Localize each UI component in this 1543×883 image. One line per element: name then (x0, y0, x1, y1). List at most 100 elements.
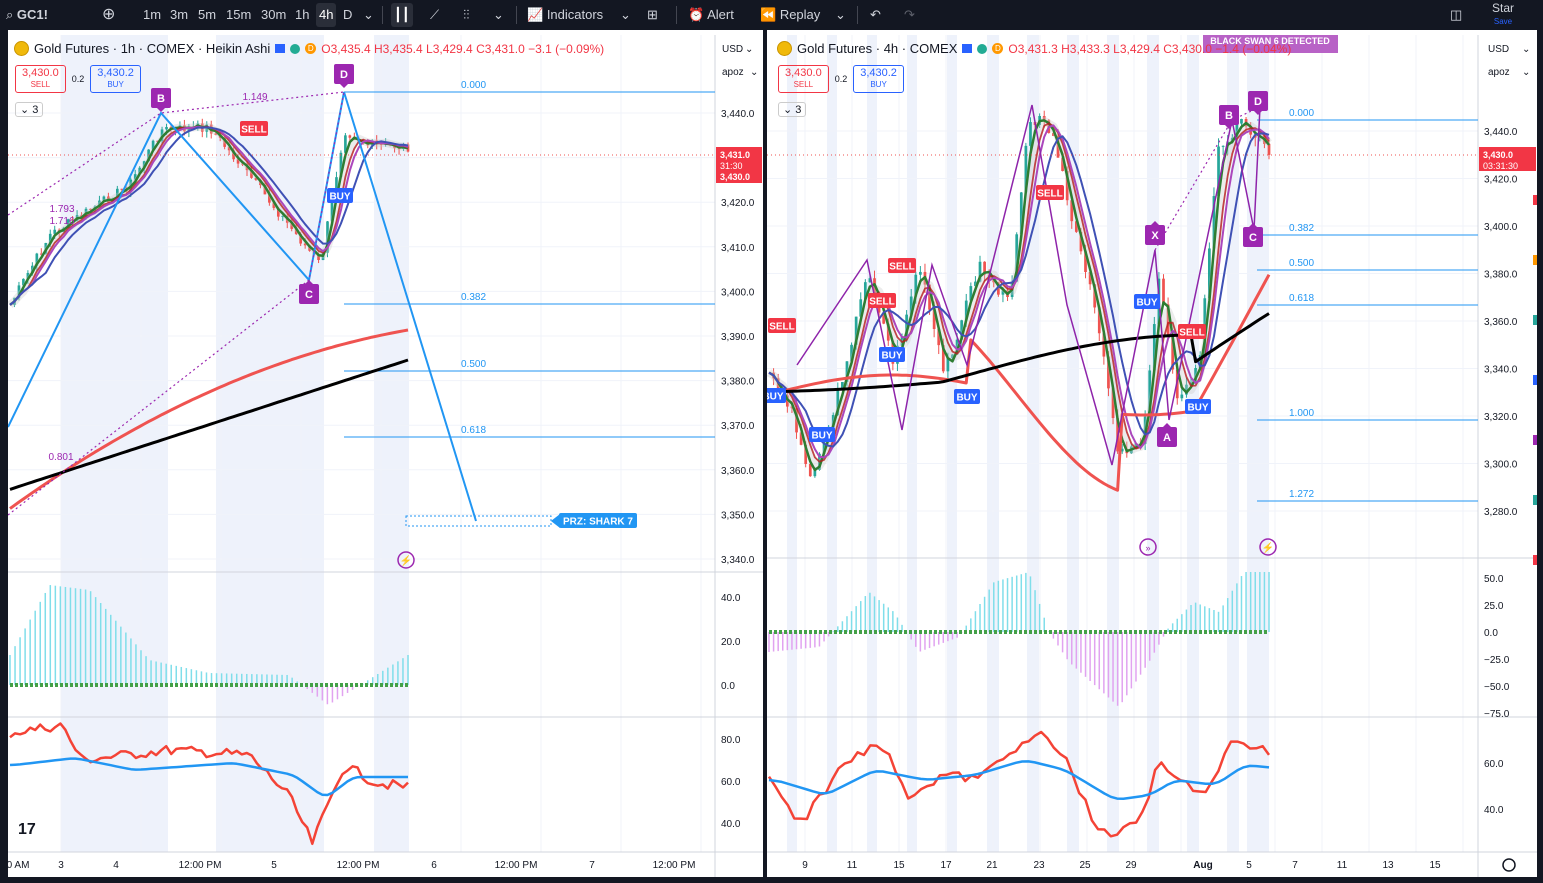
chevron-down-icon[interactable]: ⌄ (1522, 67, 1531, 78)
candle-body (120, 188, 124, 190)
interval-1m[interactable]: 1m (143, 7, 162, 22)
candle-body (335, 177, 338, 198)
chevron-down-icon[interactable]: ⌄ (835, 7, 846, 22)
flag-icon[interactable] (275, 44, 286, 53)
chevron-down-icon[interactable]: ⌄ (363, 7, 374, 22)
chevron-down-icon[interactable]: ⌄ (745, 44, 754, 55)
ohlc-low: L3,429.4 (426, 41, 473, 56)
signal-buy-label: BUY (956, 393, 977, 404)
pattern-point-x-bg (1145, 225, 1165, 245)
candle-body (974, 281, 977, 287)
buy-button[interactable]: 3,430.2 BUY (90, 65, 141, 93)
chart-canvas-left[interactable]: 3,440.0 3,430.0 3,420.0 3,410.0 3,400.0 3,390… (8, 35, 763, 877)
sell-button[interactable]: 3,430.0 SELL (15, 65, 66, 93)
tradingview-logo[interactable]: 17 (18, 821, 36, 838)
scale-unit-select[interactable]: apoz (1488, 67, 1510, 78)
interval-d[interactable]: D (343, 7, 353, 22)
time-tick-label: 15 (1429, 860, 1441, 871)
buy-price: 3,430.2 (860, 67, 897, 79)
bar-style-icon[interactable]: ⫶⫶ (463, 7, 470, 22)
symbol-search[interactable]: ⌕ GC1! (6, 0, 48, 30)
rsi-tick-label: 40.0 (721, 819, 741, 830)
chart-canvas-right[interactable]: 3,440.0 3,420.0 3,400.0 3,380.0 3,360.0 3,340… (767, 35, 1537, 877)
undo-icon[interactable]: ↶ (870, 7, 881, 22)
save-button[interactable]: Star Save (1492, 2, 1514, 32)
ma-ribbon-shadow (767, 116, 1272, 470)
session-band (216, 35, 324, 852)
symbol-label: GC1! (16, 7, 48, 22)
indicators-button[interactable]: 📈 Indicators (527, 0, 603, 30)
interval-15m[interactable]: 15m (226, 7, 252, 22)
candle-body (232, 150, 235, 160)
pane-divider[interactable] (763, 30, 767, 883)
currency-select[interactable]: USD (1488, 44, 1510, 55)
rsi-blue-line (768, 760, 1270, 801)
chart-pane-right[interactable]: 3,440.0 3,420.0 3,400.0 3,380.0 3,360.0 3,340… (767, 35, 1537, 877)
chevron-down-icon[interactable]: ⌄ (750, 67, 759, 78)
alert-button[interactable]: ⏰ Alert (688, 0, 734, 30)
redo-icon[interactable]: ↷ (904, 7, 915, 22)
countdown-label: 03:31:30 (1483, 161, 1518, 171)
chevron-down-icon[interactable]: ⌄ (620, 7, 631, 22)
flag-icon[interactable] (962, 44, 973, 53)
candle-body (831, 414, 835, 427)
osc-tick-label: 0.0 (1484, 628, 1498, 639)
indicators-collapse-button[interactable]: ⌄ 3 (15, 102, 44, 117)
price-tick-label: 3,360.0 (721, 466, 755, 477)
chart-title[interactable]: Gold Futures · 4h · COMEX (797, 41, 958, 56)
osc-tick-label: −75.0 (1484, 709, 1510, 720)
line-chart-icon[interactable]: ⟋ (430, 7, 440, 22)
signal-sell-label-bg (888, 258, 916, 273)
interval-4h[interactable]: 4h (316, 3, 337, 27)
chevron-down-icon[interactable]: ⌄ (493, 7, 504, 22)
currency-select[interactable]: USD (722, 44, 744, 55)
candle-body (996, 282, 1000, 295)
bottom-frame (0, 877, 1543, 883)
candle-body (808, 463, 812, 477)
candle-body (89, 208, 92, 211)
signal-sell-label-bg (240, 121, 268, 136)
time-tick-label: 6 (431, 860, 437, 871)
candle-body (946, 358, 950, 372)
signal-sell-label: SELL (1179, 328, 1205, 339)
chart-pane-left[interactable]: 3,440.0 3,430.0 3,420.0 3,410.0 3,400.0 3,390… (8, 35, 763, 877)
candle-body (1052, 132, 1055, 136)
candle-body (1061, 157, 1064, 171)
time-tick-label: 15 (893, 860, 905, 871)
interval-3m[interactable]: 3m (170, 7, 189, 22)
templates-grid-icon[interactable]: ⊞ (647, 7, 658, 22)
time-tick-label: 11 (1337, 860, 1348, 871)
compare-symbol-icon[interactable]: ⊕ (102, 6, 116, 23)
toolbar-divider (516, 6, 517, 24)
candle-body (1240, 118, 1243, 124)
trade-buttons-right: 3,430.0 SELL 0.2 3,430.2 BUY (778, 65, 904, 93)
buy-button[interactable]: 3,430.2 BUY (853, 65, 904, 93)
fib-level-label: 0.618 (461, 425, 486, 436)
replay-button[interactable]: ⏪ Replay (760, 0, 820, 30)
last-price-label: 3,431.0 (720, 150, 750, 160)
candle-body (290, 222, 294, 229)
time-tick-label: 12:00 PM (653, 860, 696, 871)
rsi-tick-label: 80.0 (721, 735, 741, 746)
scale-unit-select[interactable]: apoz (722, 67, 744, 78)
layout-panels-icon[interactable]: ◫ (1450, 7, 1463, 22)
ma-red-line (9, 328, 409, 510)
candle-body (133, 174, 137, 180)
candle-body (165, 126, 168, 130)
candles-icon[interactable]: ┃┃ (391, 3, 413, 27)
chart-title[interactable]: Gold Futures · 1h · COMEX · Heikin Ashi (34, 41, 271, 56)
sell-button[interactable]: 3,430.0 SELL (778, 65, 829, 93)
indicators-collapse-button[interactable]: ⌄ 3 (778, 102, 807, 117)
price-tick-label: 3,440.0 (721, 109, 755, 120)
sell-label: SELL (793, 80, 814, 89)
rsi-tick-label: 60.0 (1484, 759, 1504, 770)
candle-body (1001, 290, 1005, 295)
interval-5m[interactable]: 5m (198, 7, 217, 22)
interval-30m[interactable]: 30m (261, 7, 287, 22)
ohlc-close: C3,430.0 (1163, 41, 1212, 56)
pattern-point-d-bg (1248, 91, 1268, 111)
interval-1h[interactable]: 1h (295, 7, 310, 22)
edge-marker (1533, 195, 1537, 205)
chevron-down-icon[interactable]: ⌄ (1522, 44, 1531, 55)
candle-body (98, 200, 101, 207)
